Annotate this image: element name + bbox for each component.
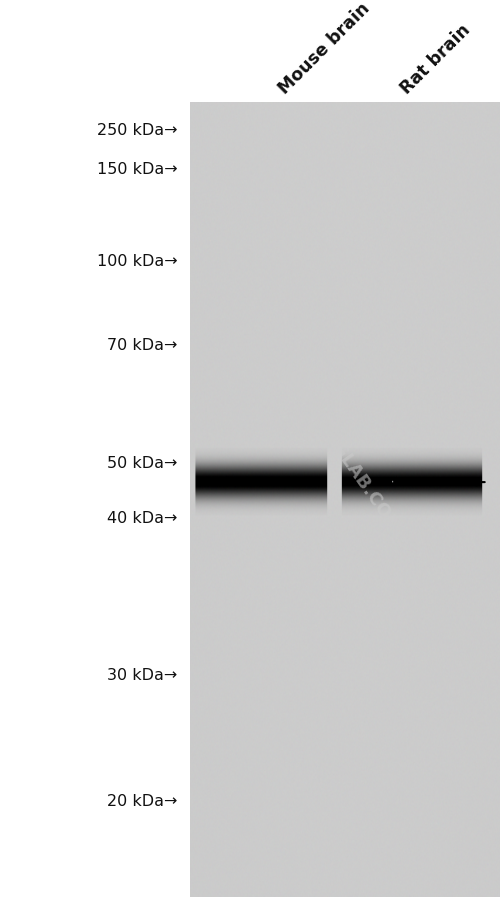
- Text: 30 kDa→: 30 kDa→: [107, 667, 178, 682]
- Text: Rat brain: Rat brain: [398, 21, 474, 97]
- Text: Mouse brain: Mouse brain: [275, 0, 373, 97]
- Text: 250 kDa→: 250 kDa→: [97, 124, 178, 138]
- Text: 70 kDa→: 70 kDa→: [107, 338, 178, 353]
- Text: 40 kDa→: 40 kDa→: [107, 511, 178, 525]
- Text: 150 kDa→: 150 kDa→: [97, 162, 178, 177]
- Text: 100 kDa→: 100 kDa→: [97, 254, 178, 269]
- Text: WWW.PTGLAB.COM: WWW.PTGLAB.COM: [276, 365, 404, 537]
- Text: 50 kDa→: 50 kDa→: [107, 456, 178, 470]
- Text: 20 kDa→: 20 kDa→: [107, 794, 178, 808]
